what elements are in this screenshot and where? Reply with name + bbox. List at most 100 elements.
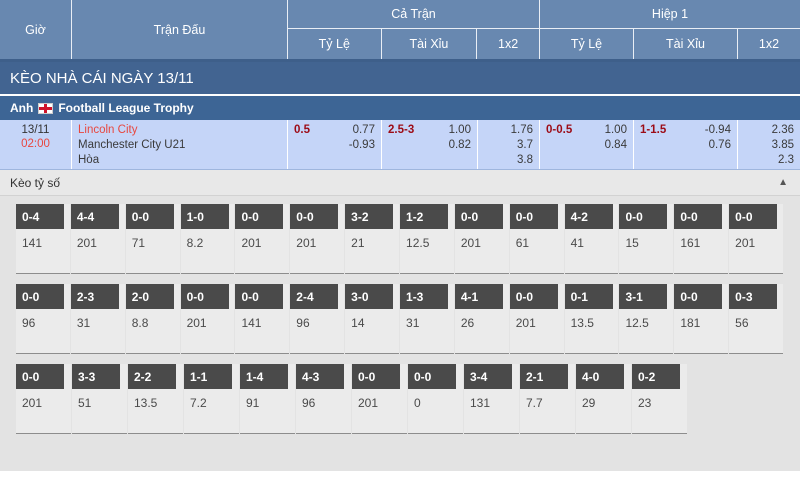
score-odd-value[interactable]: 96 bbox=[22, 316, 36, 330]
score-cell[interactable]: 4-3 96 bbox=[296, 364, 351, 434]
score-chip[interactable]: 0-0 bbox=[352, 364, 400, 389]
score-cell[interactable]: 0-0 61 bbox=[509, 204, 564, 274]
ft-total-cell[interactable]: 2.5-3 1.00 0.82 bbox=[382, 120, 478, 169]
score-chip[interactable]: 2-1 bbox=[520, 364, 568, 389]
score-chip[interactable]: 0-4 bbox=[16, 204, 64, 229]
score-cell[interactable]: 2-1 7.7 bbox=[520, 364, 575, 434]
score-cell[interactable]: 0-0 201 bbox=[729, 204, 784, 274]
score-cell[interactable]: 0-0 201 bbox=[509, 284, 564, 354]
score-odd-value[interactable]: 61 bbox=[515, 236, 530, 250]
score-cell[interactable]: 0-0 15 bbox=[619, 204, 674, 274]
score-cell[interactable]: 3-1 12.5 bbox=[619, 284, 674, 354]
score-chip[interactable]: 0-3 bbox=[729, 284, 778, 309]
score-chip[interactable]: 0-2 bbox=[632, 364, 680, 389]
match-row[interactable]: 13/11 02:00 Lincoln City Manchester City… bbox=[0, 120, 800, 170]
score-cell[interactable]: 4-2 41 bbox=[564, 204, 619, 274]
score-chip[interactable]: 3-4 bbox=[464, 364, 512, 389]
fh-handicap-cell[interactable]: 0-0.5 1.00 0.84 bbox=[540, 120, 634, 169]
score-chip[interactable]: 3-2 bbox=[345, 204, 394, 229]
score-cell[interactable]: 0-0 201 bbox=[454, 204, 509, 274]
ft-handicap-cell[interactable]: 0.5 0.77 -0.93 bbox=[288, 120, 382, 169]
score-cell[interactable]: 1-3 31 bbox=[400, 284, 454, 354]
score-odd-value[interactable]: 12.5 bbox=[406, 236, 430, 250]
score-cell[interactable]: 0-0 181 bbox=[674, 284, 729, 354]
score-odd-value[interactable]: 201 bbox=[76, 236, 97, 250]
score-chip[interactable]: 1-1 bbox=[184, 364, 232, 389]
score-chip[interactable]: 0-0 bbox=[290, 204, 339, 229]
score-cell[interactable]: 0-0 141 bbox=[235, 284, 290, 354]
score-chip[interactable]: 3-1 bbox=[619, 284, 668, 309]
fh-1x2-odd-draw[interactable]: 3.85 bbox=[771, 139, 794, 151]
ft-total-odd-over[interactable]: 1.00 bbox=[448, 124, 471, 136]
score-chip[interactable]: 4-1 bbox=[454, 284, 503, 309]
score-cell[interactable]: 2-2 13.5 bbox=[128, 364, 183, 434]
score-cell[interactable]: 0-0 0 bbox=[408, 364, 463, 434]
score-chip[interactable]: 4-3 bbox=[296, 364, 344, 389]
chevron-up-icon[interactable]: ▲ bbox=[778, 176, 788, 188]
score-cell[interactable]: 0-0 161 bbox=[674, 204, 729, 274]
score-odd-value[interactable]: 31 bbox=[76, 316, 91, 330]
score-chip[interactable]: 0-0 bbox=[729, 204, 778, 229]
league-row[interactable]: Anh Football League Trophy bbox=[0, 96, 800, 120]
score-chip[interactable]: 2-4 bbox=[290, 284, 339, 309]
score-chip[interactable]: 4-0 bbox=[576, 364, 624, 389]
fh-handicap-odd-home[interactable]: 1.00 bbox=[604, 124, 627, 136]
score-cell[interactable]: 4-0 29 bbox=[576, 364, 631, 434]
score-odd-value[interactable]: 31 bbox=[406, 316, 420, 330]
score-cell[interactable]: 2-0 8.8 bbox=[125, 284, 180, 354]
fh-1x2-odd-home[interactable]: 2.36 bbox=[771, 124, 794, 136]
score-odd-value[interactable]: 41 bbox=[570, 236, 584, 250]
score-cell[interactable]: 4-1 26 bbox=[454, 284, 509, 354]
score-odd-value[interactable]: 51 bbox=[78, 396, 92, 410]
fh-total-cell[interactable]: 1-1.5 -0.94 0.76 bbox=[634, 120, 738, 169]
score-cell[interactable]: 3-3 51 bbox=[72, 364, 127, 434]
ft-1x2-odd-home[interactable]: 1.76 bbox=[510, 124, 533, 136]
score-odd-value[interactable]: 15 bbox=[625, 236, 639, 250]
score-cell[interactable]: 1-1 7.2 bbox=[184, 364, 239, 434]
score-odd-value[interactable]: 201 bbox=[241, 236, 262, 250]
ft-handicap-odd-home[interactable]: 0.77 bbox=[352, 124, 375, 136]
score-cell[interactable]: 0-3 56 bbox=[729, 284, 784, 354]
score-cell[interactable]: 0-0 201 bbox=[352, 364, 407, 434]
score-odd-value[interactable]: 14 bbox=[351, 316, 365, 330]
fh-1x2-odd-away[interactable]: 2.3 bbox=[778, 154, 794, 166]
score-chip[interactable]: 0-0 bbox=[235, 204, 284, 229]
score-section-header[interactable]: Kèo tỷ số ▲ bbox=[0, 170, 800, 196]
score-chip[interactable]: 0-0 bbox=[674, 204, 723, 229]
score-cell[interactable]: 0-0 96 bbox=[16, 284, 70, 354]
score-chip[interactable]: 2-2 bbox=[128, 364, 176, 389]
ft-total-odd-under[interactable]: 0.82 bbox=[448, 139, 471, 151]
score-odd-value[interactable]: 21 bbox=[351, 236, 365, 250]
score-odd-value[interactable]: 131 bbox=[470, 396, 491, 410]
fh-handicap-odd-away[interactable]: 0.84 bbox=[604, 139, 627, 151]
ft-1x2-cell[interactable]: 1.76 3.7 3.8 bbox=[478, 120, 540, 169]
score-chip[interactable]: 0-1 bbox=[564, 284, 613, 309]
score-cell[interactable]: 0-0 71 bbox=[125, 204, 180, 274]
score-odd-value[interactable]: 7.7 bbox=[526, 396, 543, 410]
score-odd-value[interactable]: 141 bbox=[22, 236, 43, 250]
score-odd-value[interactable]: 12.5 bbox=[625, 316, 649, 330]
score-odd-value[interactable]: 8.8 bbox=[131, 316, 149, 330]
ft-handicap-odd-away[interactable]: -0.93 bbox=[348, 139, 375, 151]
score-odd-value[interactable]: 0 bbox=[414, 396, 421, 410]
score-cell[interactable]: 2-4 96 bbox=[290, 284, 345, 354]
score-cell[interactable]: 1-2 12.5 bbox=[400, 204, 454, 274]
score-cell[interactable]: 1-0 8.2 bbox=[180, 204, 235, 274]
score-chip[interactable]: 0-0 bbox=[454, 204, 503, 229]
score-odd-value[interactable]: 96 bbox=[296, 316, 310, 330]
score-chip[interactable]: 0-0 bbox=[180, 284, 229, 309]
score-odd-value[interactable]: 201 bbox=[186, 316, 207, 330]
score-chip[interactable]: 1-0 bbox=[180, 204, 229, 229]
score-odd-value[interactable]: 201 bbox=[296, 236, 317, 250]
score-cell[interactable]: 0-1 13.5 bbox=[564, 284, 619, 354]
score-cell[interactable]: 3-4 131 bbox=[464, 364, 519, 434]
score-chip[interactable]: 2-0 bbox=[125, 284, 174, 309]
score-chip[interactable]: 0-0 bbox=[235, 284, 284, 309]
ft-1x2-odd-draw[interactable]: 3.7 bbox=[517, 139, 533, 151]
score-odd-value[interactable]: 161 bbox=[680, 236, 701, 250]
fh-total-odd-over[interactable]: -0.94 bbox=[704, 124, 731, 136]
score-odd-value[interactable]: 71 bbox=[131, 236, 146, 250]
score-odd-value[interactable]: 26 bbox=[460, 316, 475, 330]
score-odd-value[interactable]: 201 bbox=[460, 236, 481, 250]
score-cell[interactable]: 0-0 201 bbox=[16, 364, 71, 434]
